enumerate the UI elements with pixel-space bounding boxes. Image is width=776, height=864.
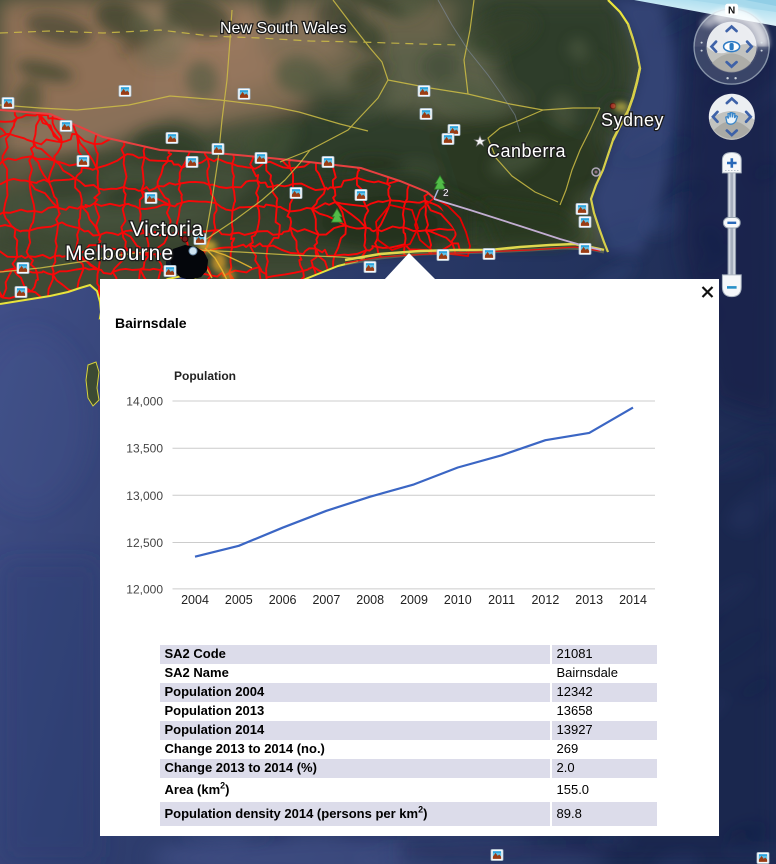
svg-text:2006: 2006 [269,593,297,607]
svg-text:Canberra: Canberra [487,141,567,161]
svg-text:Victoria: Victoria [130,218,204,241]
svg-text:2010: 2010 [444,593,472,607]
svg-text:2012: 2012 [531,593,559,607]
svg-text:2007: 2007 [312,593,340,607]
svg-text:2005: 2005 [225,593,253,607]
svg-text:Melbourne: Melbourne [65,242,174,265]
svg-text:2: 2 [443,188,449,199]
svg-text:Population: Population [174,369,236,383]
svg-text:12,000: 12,000 [126,582,163,596]
svg-text:14,000: 14,000 [126,395,163,409]
svg-text:13,000: 13,000 [126,489,163,503]
svg-text:2014: 2014 [619,593,647,607]
svg-text:New South Wales: New South Wales [220,20,347,37]
svg-text:13,500: 13,500 [126,442,163,456]
svg-text:Sydney: Sydney [601,110,664,130]
svg-text:N: N [728,5,735,16]
svg-text:2009: 2009 [400,593,428,607]
svg-text:2011: 2011 [488,593,515,607]
svg-text:2013: 2013 [575,593,603,607]
svg-text:2008: 2008 [356,593,384,607]
svg-text:12,500: 12,500 [126,536,163,550]
svg-text:2004: 2004 [181,593,209,607]
